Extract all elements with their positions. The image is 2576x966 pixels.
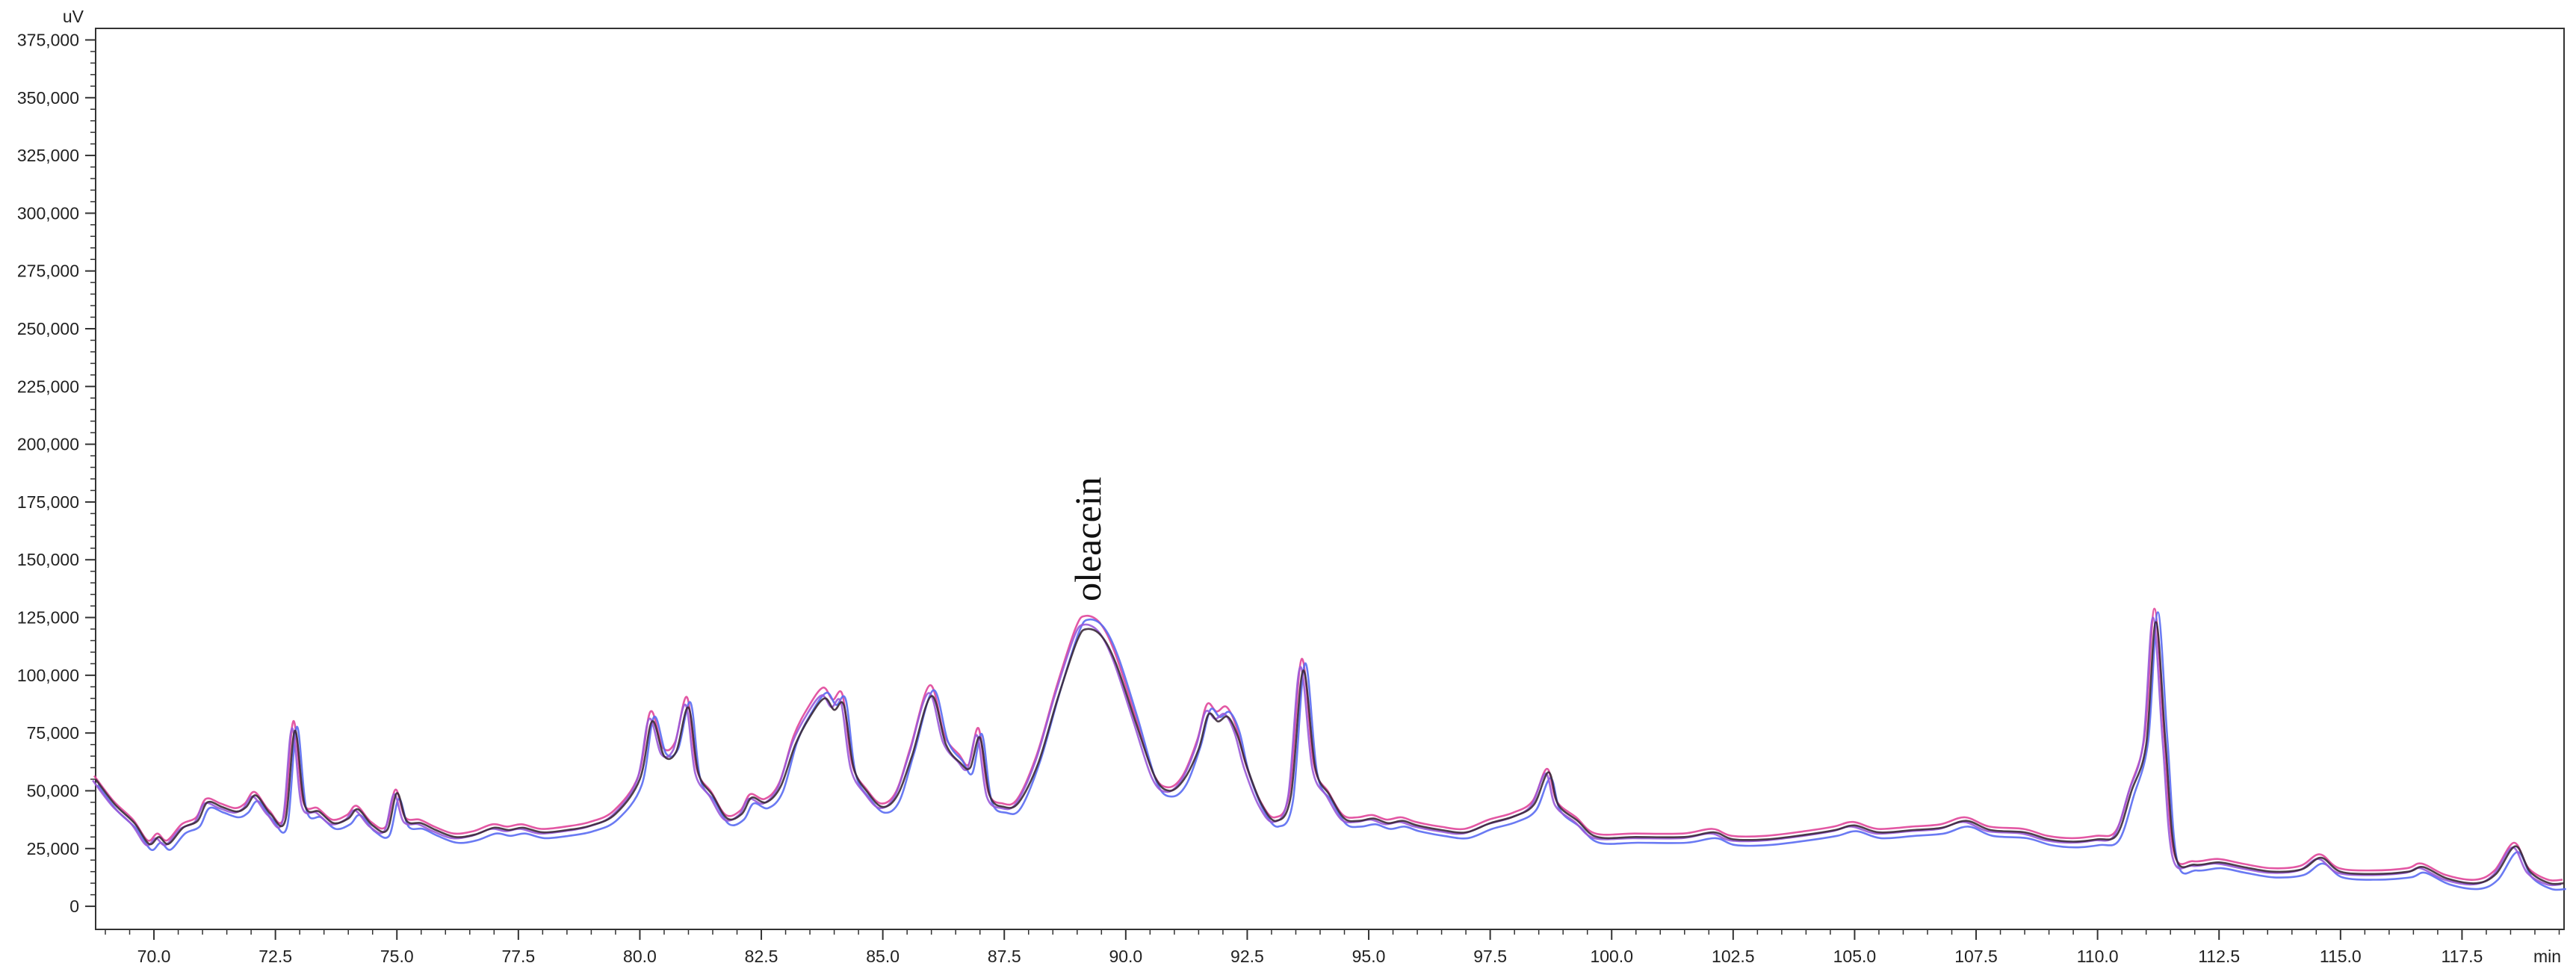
y-tick-label: 25,000 (27, 839, 79, 858)
y-tick-label: 100,000 (17, 666, 79, 685)
x-tick-label: 112.5 (2198, 947, 2240, 962)
y-tick-label: 350,000 (17, 88, 79, 108)
x-tick-label: 87.5 (988, 947, 1021, 962)
y-tick-label: 225,000 (17, 377, 79, 396)
series-line-1 (94, 621, 2565, 885)
x-tick-label: 75.0 (380, 947, 414, 962)
series-layer (92, 607, 2566, 891)
x-tick-label: 110.0 (2077, 947, 2119, 962)
series-line-2 (93, 607, 2563, 882)
x-tick-label: 80.0 (623, 947, 657, 962)
x-tick-label: 115.0 (2320, 947, 2362, 962)
x-tick-label: 102.5 (1712, 947, 1755, 962)
y-tick-label: 250,000 (17, 319, 79, 338)
x-tick-label: 90.0 (1109, 947, 1142, 962)
x-axis: 70.0 72.5 75.0 77.5 80.0 82.5 85.0 87.5 90.0 92.5… (105, 929, 2560, 966)
y-tick-label: 300,000 (17, 203, 79, 223)
y-tick-label: 175,000 (17, 492, 79, 512)
y-tick-label: 200,000 (17, 435, 79, 454)
x-tick-label: 77.5 (501, 947, 535, 962)
x-tick-label: 82.5 (745, 947, 778, 962)
annotation-layer: oleacein (1067, 477, 1109, 601)
y-tick-label: 50,000 (27, 781, 79, 800)
peak-annotation-oleacein: oleacein (1067, 477, 1109, 601)
y-tick-label: 375,000 (17, 30, 79, 49)
x-tick-label: 97.5 (1473, 947, 1507, 962)
y-tick-label: 275,000 (17, 261, 79, 281)
series-line-4 (92, 616, 2562, 887)
y-axis-unit-label: uV (63, 7, 84, 26)
x-tick-label: 72.5 (258, 947, 292, 962)
y-axis: 0 25,000 50,000 75,000 100,000 125,000 150,000… (17, 30, 96, 916)
series-line-3 (96, 611, 2566, 891)
y-tick-label: 150,000 (17, 550, 79, 569)
x-axis-unit-label: min (2533, 947, 2561, 962)
x-tick-label: 117.5 (2441, 947, 2483, 962)
x-tick-label: 107.5 (1954, 947, 1998, 962)
x-tick-label: 70.0 (137, 947, 171, 962)
y-tick-label: 75,000 (27, 723, 79, 743)
x-tick-label: 105.0 (1833, 947, 1877, 962)
y-tick-label: 325,000 (17, 146, 79, 165)
x-tick-label: 100.0 (1590, 947, 1633, 962)
y-tick-label: 125,000 (17, 608, 79, 628)
x-tick-label: 92.5 (1230, 947, 1264, 962)
x-tick-label: 95.0 (1352, 947, 1386, 962)
y-tick-label: 0 (69, 897, 79, 916)
x-tick-label: 85.0 (866, 947, 900, 962)
